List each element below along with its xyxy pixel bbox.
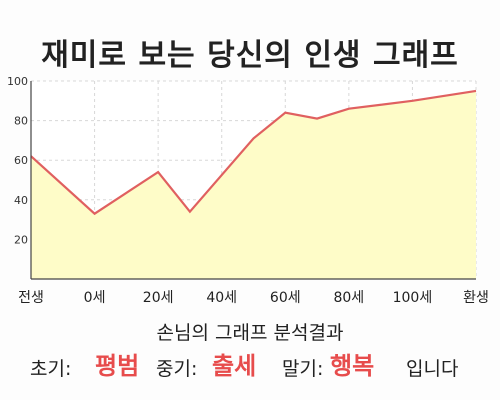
x-tick-label: 60세 — [269, 290, 301, 306]
x-tick-label: 전생 — [18, 290, 44, 306]
y-tick-label: 40 — [14, 194, 28, 207]
x-tick-label: 환생 — [463, 290, 489, 306]
chart-title: 재미로 보는 당신의 인생 그래프 — [41, 38, 459, 73]
late-label: 말기: — [282, 358, 324, 380]
x-tick-label: 80세 — [333, 290, 365, 306]
early-label: 초기: — [30, 358, 72, 380]
x-tick-label: 20세 — [142, 290, 174, 306]
y-tick-label: 60 — [14, 154, 28, 167]
mid-value: 출세 — [212, 352, 257, 380]
life-line — [30, 89, 477, 216]
y-tick-label: 20 — [14, 233, 28, 246]
mid-label: 중기: — [156, 358, 198, 380]
y-tick-label: 80 — [14, 115, 28, 128]
analysis-heading: 손님의 그래프 분석결과 — [156, 322, 344, 344]
x-tick-label: 40세 — [206, 290, 238, 306]
ending-text: 입니다 — [406, 358, 459, 380]
y-axis: 20 40 60 80 100 — [7, 75, 28, 246]
x-tick-label: 100세 — [392, 290, 433, 306]
life-area-fill — [31, 90, 476, 280]
early-value: 평범 — [95, 352, 140, 380]
x-tick-label: 0세 — [83, 290, 106, 306]
late-value: 행복 — [330, 352, 375, 380]
y-tick-label: 100 — [7, 75, 28, 88]
axes — [30, 81, 476, 280]
